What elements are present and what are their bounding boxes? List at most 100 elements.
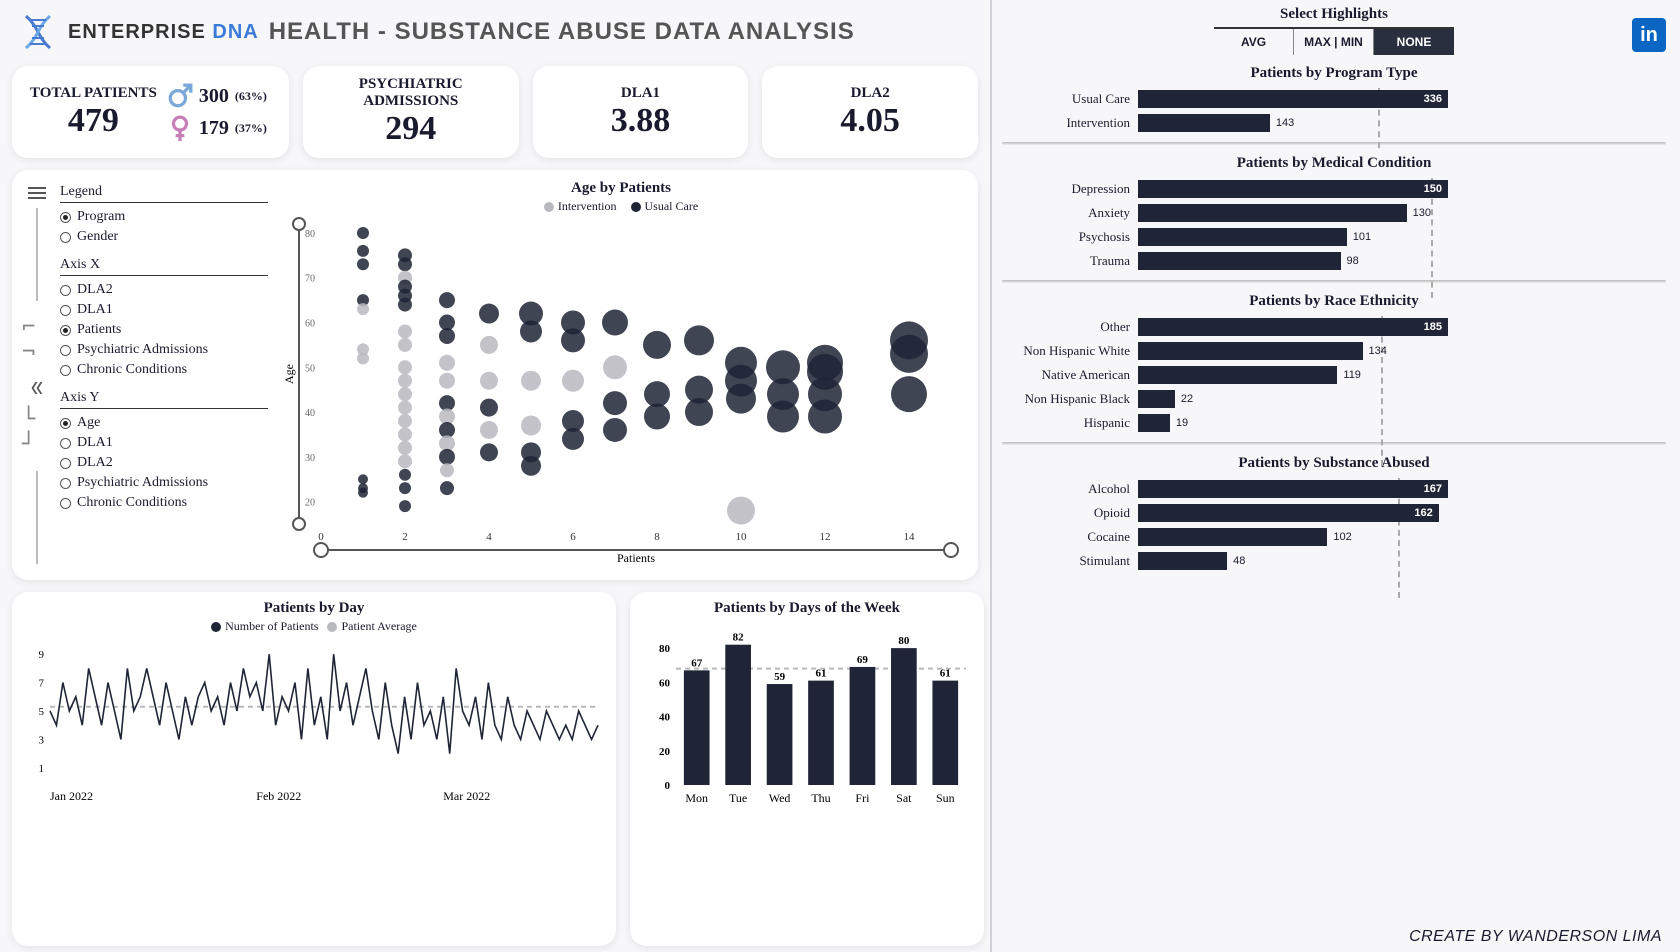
svg-text:80: 80 xyxy=(898,635,910,647)
svg-text:50: 50 xyxy=(305,363,315,374)
svg-text:7: 7 xyxy=(39,678,45,690)
svg-text:2: 2 xyxy=(402,531,408,543)
svg-text:5: 5 xyxy=(39,706,45,718)
svg-text:12: 12 xyxy=(820,531,831,543)
svg-text:Feb 2022: Feb 2022 xyxy=(256,789,301,803)
hbar-row-3-2[interactable]: Cocaine102 xyxy=(1002,528,1666,546)
svg-text:69: 69 xyxy=(857,654,869,666)
control-group-title: Axis Y xyxy=(60,390,268,409)
kpi-dla1: DLA1 3.88 xyxy=(533,66,749,158)
hbar-row-3-1[interactable]: Opioid162 xyxy=(1002,504,1666,522)
radio-axisx-1[interactable]: DLA1 xyxy=(60,300,268,320)
hbar-row-2-1[interactable]: Non Hispanic White134 xyxy=(1002,342,1666,360)
radio-axisy-2[interactable]: DLA2 xyxy=(60,453,268,473)
menu-icon[interactable] xyxy=(28,192,46,194)
radio-legend-0[interactable]: Program xyxy=(60,207,268,227)
female-icon xyxy=(167,115,193,141)
highlight-selector: Select Highlights AVGMAX | MINNONE xyxy=(1002,6,1666,55)
collapse-icon[interactable]: └ ┘ xyxy=(22,407,52,457)
svg-text:67: 67 xyxy=(691,657,703,669)
svg-text:14: 14 xyxy=(904,531,916,543)
svg-text:8: 8 xyxy=(654,531,660,543)
chevron-left-icon[interactable]: « xyxy=(31,368,43,404)
hbar-row-2-2[interactable]: Native American119 xyxy=(1002,366,1666,384)
kpi-row: TOTAL PATIENTS 479 300(63%) 179(37%) PSY… xyxy=(12,66,978,158)
hbar-row-1-2[interactable]: Psychosis101 xyxy=(1002,228,1666,246)
svg-text:61: 61 xyxy=(940,668,951,680)
svg-text:Sun: Sun xyxy=(936,791,955,805)
svg-text:Mar 2022: Mar 2022 xyxy=(443,789,490,803)
expand-icon[interactable]: ⌐ ¬ xyxy=(22,315,52,365)
kpi-label: TOTAL PATIENTS xyxy=(30,85,157,102)
line-card: Patients by Day Number of Patients Patie… xyxy=(12,592,616,946)
kpi-psych-admissions: PSYCHIATRIC ADMISSIONS 294 xyxy=(303,66,519,158)
section-0: Patients by Program TypeUsual Care336Int… xyxy=(1002,65,1666,132)
svg-text:80: 80 xyxy=(305,229,315,240)
svg-text:60: 60 xyxy=(305,319,315,330)
highlight-tab-1[interactable]: MAX | MIN xyxy=(1294,29,1374,55)
control-group-title: Legend xyxy=(60,184,268,203)
hbar-row-0-1[interactable]: Intervention143 xyxy=(1002,114,1666,132)
radio-axisy-1[interactable]: DLA1 xyxy=(60,433,268,453)
svg-text:Jan 2022: Jan 2022 xyxy=(50,789,93,803)
svg-text:3: 3 xyxy=(39,734,45,746)
svg-text:Age: Age xyxy=(282,364,296,384)
highlight-tab-0[interactable]: AVG xyxy=(1214,29,1294,55)
radio-axisx-4[interactable]: Chronic Conditions xyxy=(60,360,268,380)
svg-text:40: 40 xyxy=(659,712,671,724)
svg-text:1: 1 xyxy=(39,763,45,775)
line-legend: Number of Patients Patient Average xyxy=(24,619,604,634)
hbar-row-0-0[interactable]: Usual Care336 xyxy=(1002,90,1666,108)
scatter-plot[interactable]: 2030405060708002468101214PatientsAge xyxy=(281,214,961,564)
radio-axisy-0[interactable]: Age xyxy=(60,413,268,433)
hbar-row-1-0[interactable]: Depression150 xyxy=(1002,180,1666,198)
svg-text:Wed: Wed xyxy=(769,791,791,805)
hbar-row-1-1[interactable]: Anxiety130 xyxy=(1002,204,1666,222)
radio-axisx-3[interactable]: Psychiatric Admissions xyxy=(60,340,268,360)
kpi-value: 479 xyxy=(30,102,157,140)
radio-axisx-0[interactable]: DLA2 xyxy=(60,280,268,300)
scatter-legend: Intervention Usual Care xyxy=(544,199,698,214)
radio-axisx-2[interactable]: Patients xyxy=(60,320,268,340)
scatter-card: ⌐ ¬ « └ ┘ LegendProgramGenderAxis XDLA2D… xyxy=(12,170,978,580)
svg-text:20: 20 xyxy=(659,746,671,758)
dow-title: Patients by Days of the Week xyxy=(642,600,972,617)
hbar-row-2-4[interactable]: Hispanic19 xyxy=(1002,414,1666,432)
hbar-row-1-3[interactable]: Trauma98 xyxy=(1002,252,1666,270)
hbar-row-2-0[interactable]: Other185 xyxy=(1002,318,1666,336)
svg-text:Mon: Mon xyxy=(685,791,708,805)
svg-text:Tue: Tue xyxy=(729,791,747,805)
svg-text:59: 59 xyxy=(774,671,786,683)
svg-text:0: 0 xyxy=(665,780,671,792)
svg-text:6: 6 xyxy=(570,531,576,543)
dow-chart[interactable]: 02040608067Mon82Tue59Wed61Thu69Fri80Sat6… xyxy=(642,617,972,807)
svg-text:4: 4 xyxy=(486,531,492,543)
svg-text:30: 30 xyxy=(305,453,315,464)
radio-axisy-3[interactable]: Psychiatric Admissions xyxy=(60,473,268,493)
header: ENTERPRISE DNA HEALTH - SUBSTANCE ABUSE … xyxy=(12,10,978,54)
dna-icon xyxy=(18,12,58,52)
svg-text:0: 0 xyxy=(318,531,324,543)
hbar-row-3-3[interactable]: Stimulant48 xyxy=(1002,552,1666,570)
radio-axisy-4[interactable]: Chronic Conditions xyxy=(60,493,268,513)
scatter-title: Age by Patients xyxy=(571,180,671,197)
svg-text:9: 9 xyxy=(39,649,45,661)
line-title: Patients by Day xyxy=(24,600,604,617)
male-row: 300(63%) xyxy=(167,83,267,109)
section-2: Patients by Race EthnicityOther185Non Hi… xyxy=(1002,293,1666,432)
control-group-title: Axis X xyxy=(60,257,268,276)
hbar-row-2-3[interactable]: Non Hispanic Black22 xyxy=(1002,390,1666,408)
svg-text:10: 10 xyxy=(736,531,748,543)
linkedin-icon[interactable]: in xyxy=(1632,18,1666,52)
hbar-row-3-0[interactable]: Alcohol167 xyxy=(1002,480,1666,498)
svg-text:70: 70 xyxy=(305,274,315,285)
svg-text:Patients: Patients xyxy=(617,551,655,564)
kpi-dla2: DLA2 4.05 xyxy=(762,66,978,158)
svg-text:82: 82 xyxy=(733,632,745,644)
section-3: Patients by Substance AbusedAlcohol167Op… xyxy=(1002,455,1666,570)
section-1: Patients by Medical ConditionDepression1… xyxy=(1002,155,1666,270)
line-chart[interactable]: 1 3 5 7 9 Jan 2022 Feb 2022 Mar 2022 xyxy=(24,634,604,804)
footer-credit: CREATE BY WANDERSON LIMA xyxy=(1409,928,1662,946)
radio-legend-1[interactable]: Gender xyxy=(60,227,268,247)
highlight-tab-2[interactable]: NONE xyxy=(1374,29,1454,55)
